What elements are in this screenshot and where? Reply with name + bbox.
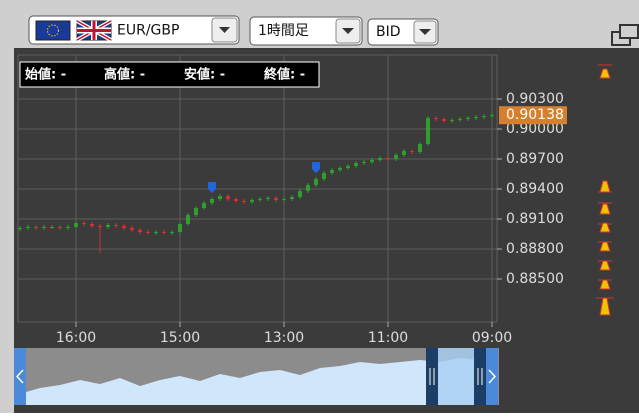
ohlc-open: 始値: -	[25, 67, 66, 83]
candle-body	[234, 199, 238, 201]
y-tick-label: 0.90300	[506, 91, 564, 107]
candle-body	[106, 225, 110, 227]
price-side: BID	[376, 24, 401, 40]
candle-body	[402, 151, 406, 155]
candle-body	[90, 224, 94, 226]
candle-body	[466, 118, 470, 119]
candle-body	[186, 215, 190, 224]
candle-body	[482, 116, 486, 117]
event-marker	[208, 182, 216, 193]
y-tick-label: 0.89400	[506, 181, 564, 197]
x-tick-label: 15:00	[160, 330, 200, 346]
price-side-select[interactable]: BID	[367, 18, 439, 46]
candle-body	[178, 224, 182, 232]
candle-body	[114, 225, 118, 226]
candle-body	[474, 117, 478, 118]
timeframe-select[interactable]: 1時間足	[249, 16, 363, 46]
candle-body	[58, 227, 62, 228]
candle-body	[42, 227, 46, 228]
candle-body	[50, 227, 54, 228]
timeframe: 1時間足	[258, 23, 309, 39]
candle-body	[194, 208, 198, 215]
candle-body	[74, 223, 78, 227]
candle-body	[418, 144, 422, 152]
candle-body	[442, 119, 446, 121]
candle-body	[298, 191, 302, 197]
symbol: EUR/GBP	[117, 23, 179, 39]
candle-body	[226, 196, 230, 199]
candle-body	[98, 226, 102, 227]
last-price-label: 0.90138	[506, 107, 564, 123]
candle-body	[306, 185, 310, 191]
candle-body	[82, 223, 86, 224]
ohlc-low: 安値: -	[184, 67, 225, 83]
candle-body	[338, 168, 342, 170]
y-tick-label: 0.90000	[506, 121, 564, 137]
candle-body	[34, 227, 38, 228]
candle-body	[362, 162, 366, 163]
plot	[18, 55, 497, 322]
candle-body	[122, 226, 126, 228]
candle-body	[346, 166, 350, 168]
candle-body	[322, 173, 326, 179]
candle-body	[378, 158, 382, 160]
candle-body	[282, 199, 286, 200]
candle-body	[218, 196, 222, 199]
candle-body	[290, 197, 294, 199]
candle-body	[330, 170, 334, 173]
candle-body	[394, 155, 398, 159]
candle-body	[250, 200, 254, 202]
candle-body	[386, 158, 390, 159]
candle-body	[202, 203, 206, 208]
candle-body	[18, 228, 22, 229]
x-tick-label: 16:00	[56, 330, 96, 346]
candle-body	[426, 118, 430, 144]
candle-body	[242, 201, 246, 202]
ohlc-close: 終値: -	[264, 67, 305, 83]
candle-body	[354, 163, 358, 166]
candle-body	[266, 198, 270, 199]
candle-body	[154, 232, 158, 233]
navigator[interactable]	[14, 348, 499, 405]
x-tick-label: 13:00	[264, 330, 304, 346]
candle-body	[66, 227, 70, 228]
event-marker	[312, 162, 320, 173]
ohlc-high: 高値: -	[104, 67, 145, 83]
candle-body	[130, 228, 134, 230]
last-price-tag	[499, 106, 567, 125]
candle-body	[490, 115, 494, 117]
candle-body	[138, 230, 142, 232]
ohlc-box	[19, 61, 320, 88]
candle-body	[370, 160, 374, 162]
candle-body	[410, 151, 414, 152]
candle-body	[210, 199, 214, 203]
candle-body	[458, 119, 462, 120]
window-icon[interactable]	[611, 24, 639, 46]
candle-body	[170, 232, 174, 233]
candle-body	[146, 232, 150, 233]
candle-body	[274, 198, 278, 200]
candle-body	[450, 120, 454, 121]
x-tick-label: 09:00	[472, 330, 512, 346]
candle-body	[434, 118, 438, 119]
candle-body	[258, 199, 262, 200]
symbol-select[interactable]: EUR/GBP	[28, 15, 240, 45]
x-tick-label: 11:00	[368, 330, 408, 346]
y-tick-label: 0.88800	[506, 241, 564, 257]
candle-body	[162, 232, 166, 233]
y-tick-label: 0.88500	[506, 271, 564, 287]
candle-body	[26, 227, 30, 228]
y-tick-label: 0.89100	[506, 211, 564, 227]
y-tick-label: 0.89700	[506, 151, 564, 167]
alert-icons	[596, 64, 614, 316]
candle-body	[314, 179, 318, 185]
